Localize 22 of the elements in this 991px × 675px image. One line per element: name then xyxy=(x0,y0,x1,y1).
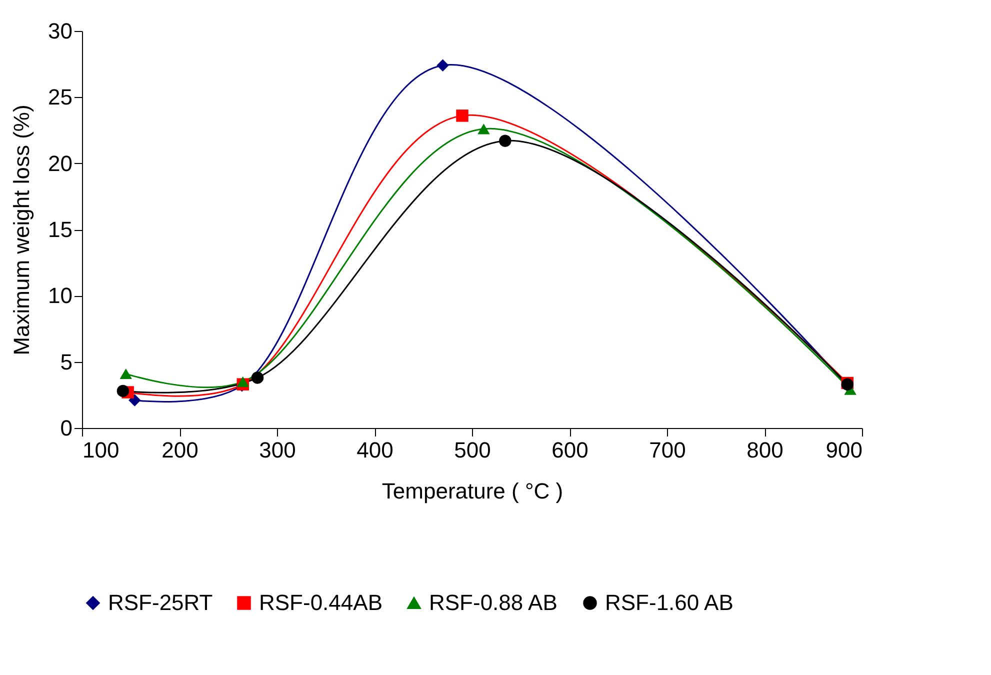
legend-label: RSF-0.88 AB xyxy=(429,590,558,615)
x-tick-label: 500 xyxy=(454,438,491,462)
y-tick-label: 30 xyxy=(48,18,72,44)
x-tick-label: 300 xyxy=(259,438,296,462)
x-tick-label: 800 xyxy=(746,438,784,462)
y-tick-label: 10 xyxy=(48,283,72,308)
y-axis-title: Maximum weight loss (%) xyxy=(9,104,34,356)
y-tick-label: 0 xyxy=(60,416,72,440)
legend-label: RSF-0.44AB xyxy=(259,590,382,615)
x-axis-title: Temperature ( °C ) xyxy=(382,478,564,504)
x-tick-label: 600 xyxy=(552,438,588,462)
y-tick-label: 5 xyxy=(60,349,72,374)
legend-label: RSF-25RT xyxy=(108,590,213,615)
x-tick-label: 100 xyxy=(82,438,120,462)
x-tick-label: 200 xyxy=(162,438,198,462)
legend-label: RSF-1.60 AB xyxy=(605,590,734,615)
y-tick-label: 25 xyxy=(48,84,72,110)
y-tick-label: 15 xyxy=(48,217,72,242)
x-tick-label: 700 xyxy=(649,438,686,462)
x-tick-label: 400 xyxy=(356,438,394,462)
y-tick-label: 20 xyxy=(48,150,72,176)
x-tick-label: 900 xyxy=(826,438,862,462)
